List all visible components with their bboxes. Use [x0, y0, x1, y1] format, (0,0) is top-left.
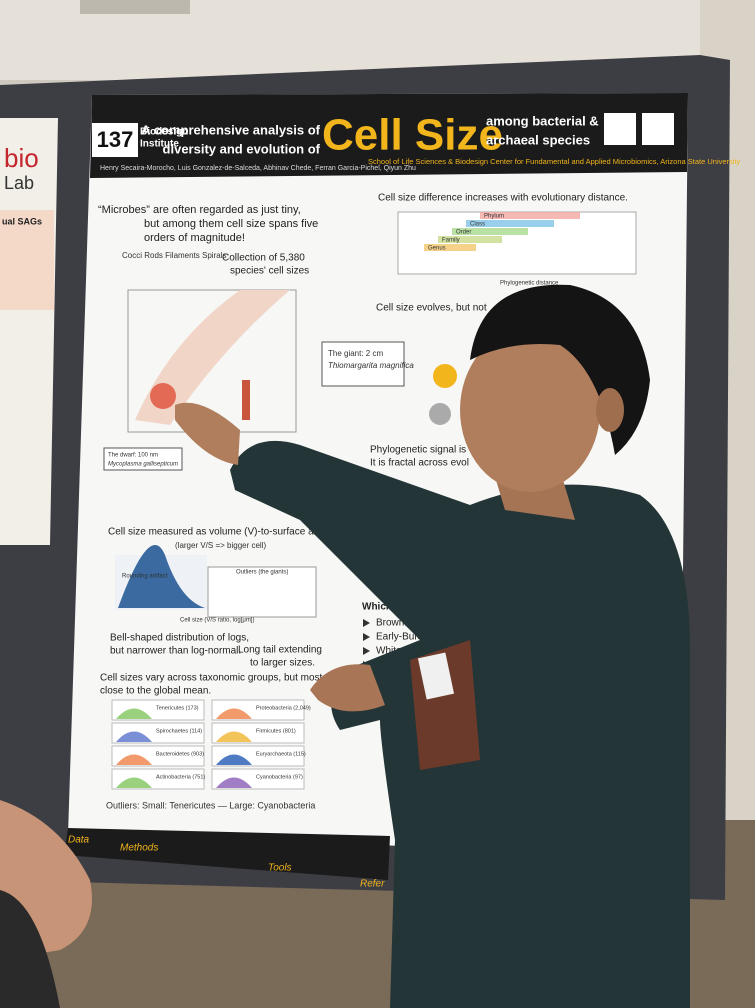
- collection: species' cell sizes: [230, 266, 309, 277]
- rank-bar: [480, 212, 580, 219]
- section-text: but narrower than log-normal.: [110, 646, 241, 657]
- face: [460, 328, 600, 492]
- group-density: [116, 708, 152, 719]
- side-heading: ual SAGs: [2, 216, 42, 226]
- footer-item: Data: [68, 835, 90, 846]
- intro: “Microbes” are often regarded as just ti…: [98, 204, 301, 216]
- callout-box: [321, 341, 405, 387]
- histogram-shape: [118, 545, 205, 608]
- side-table: [0, 210, 54, 310]
- bullet: [363, 647, 370, 655]
- callout: The dwarf: 100 nm: [108, 453, 158, 459]
- group-density: [216, 777, 252, 788]
- rank-bar: [438, 236, 502, 243]
- rank-label: Order: [456, 230, 471, 236]
- poster-header: [90, 93, 688, 178]
- qr-code: [604, 113, 636, 145]
- section-text: It is fractal across evol: [370, 458, 469, 469]
- hist-label: Outliers (the giants): [236, 570, 288, 576]
- institute: Institute: [140, 139, 179, 150]
- section-text: (larger V/S => bigger cell): [175, 541, 266, 550]
- morphology: Cocci Rods Filaments Spirals: [122, 251, 226, 260]
- group-plots: Tenericutes (173) Proteobacteria (2,049) S…: [111, 699, 311, 790]
- rank-bars: Phylum Class Order Family Genus: [424, 212, 580, 252]
- group-label: Tenericutes (173): [156, 705, 199, 711]
- plot-hotspot: [150, 383, 176, 409]
- group-density: [216, 708, 252, 719]
- ear: [596, 388, 624, 432]
- collection: Collection of 5,380: [222, 253, 305, 264]
- footer-item: Refer: [360, 879, 385, 890]
- rank-bar: [424, 244, 476, 251]
- axis-label: Phylogenetic distance: [500, 281, 559, 287]
- foreground-sleeve: [0, 890, 60, 1008]
- bullet: [363, 619, 370, 627]
- callout: Thiomargarita magnifica: [328, 361, 414, 370]
- section-text: Cell size evolves, but not: [376, 303, 487, 314]
- title-line: A comprehensive analysis of: [141, 122, 320, 137]
- group-density: [216, 731, 252, 742]
- qr-code: [642, 113, 674, 145]
- poster-number: 137: [97, 127, 134, 152]
- poster-footer: [64, 828, 390, 880]
- rank-bar: [452, 228, 528, 235]
- section-text: Cell size difference increases with evol…: [378, 193, 628, 204]
- footer-item: Methods: [120, 843, 158, 854]
- rank-label: Family: [442, 238, 460, 244]
- outliers: Outliers: Small: Tenericutes — Large: Cy…: [106, 800, 315, 810]
- title-line: diversity and evolution of: [163, 141, 321, 156]
- section-text: Phylogenetic signal is: [370, 445, 466, 456]
- rank-label: Class: [470, 222, 485, 228]
- color-scale: [242, 380, 250, 420]
- side-title: Lab: [4, 173, 34, 193]
- model-item: Early-Burst:: [376, 632, 428, 643]
- hist-label: Cell size (V/S ratio, log[μm]): [180, 618, 254, 624]
- pie-icon: [429, 403, 451, 425]
- group-label: Firmicutes (801): [256, 728, 296, 734]
- title-line: archaeal species: [486, 132, 590, 147]
- group-label: Bacteroidetes (903): [156, 751, 204, 757]
- rank-bar: [466, 220, 554, 227]
- side-title: bio: [4, 143, 39, 173]
- authors: Henry Secaira-Morocho, Luis Gonzalez-de-…: [100, 165, 416, 172]
- callout: Mycoplasma gallisepticum: [108, 462, 178, 468]
- poster-number-box: [92, 123, 138, 157]
- group-label: Actinobacteria (751): [156, 774, 205, 780]
- histogram: [207, 566, 317, 618]
- callout-box: [103, 447, 183, 471]
- pie-icon: [433, 364, 457, 388]
- rank-label: Genus: [428, 246, 446, 252]
- intro: but among them cell size spans five: [144, 218, 318, 230]
- affiliation: School of Life Sciences & Biodesign Cent…: [368, 157, 741, 166]
- group-label: Euryarchaeota (115): [256, 751, 306, 757]
- section-text: Cell sizes vary across taxonomic groups,…: [100, 673, 340, 684]
- callout: The giant: 2 cm: [328, 349, 383, 358]
- intro: orders of magnitude!: [144, 232, 245, 244]
- group-density: [116, 731, 152, 742]
- section-text: Cell size measured as volume (V)-to-surf…: [108, 527, 367, 538]
- title-line: among bacterial &: [486, 113, 599, 128]
- hand: [310, 664, 385, 712]
- group-label: Proteobacteria (2,049): [256, 705, 311, 711]
- badge: [417, 652, 455, 700]
- section-text: to larger sizes.: [250, 658, 315, 669]
- group-density: [116, 777, 152, 788]
- pointing-hand: [175, 402, 240, 465]
- section-text: close to the global mean.: [100, 686, 211, 697]
- institute: Biodesign: [140, 127, 188, 138]
- bullet: [363, 633, 370, 641]
- vent: [80, 0, 190, 14]
- rank-label: Phylum: [484, 214, 504, 220]
- hist-label: Rounding artifact: [122, 574, 168, 580]
- group-density: [116, 754, 152, 765]
- group-label: Spirochaetes (114): [156, 728, 202, 734]
- title-main: Cell Size: [322, 111, 503, 160]
- group-label: Cyanobacteria (97): [256, 774, 303, 780]
- footer-item: Tools: [268, 863, 292, 874]
- section-text: Bell-shaped distribution of logs,: [110, 633, 249, 644]
- group-density: [216, 754, 252, 765]
- section-text: Long tail extending: [238, 645, 322, 656]
